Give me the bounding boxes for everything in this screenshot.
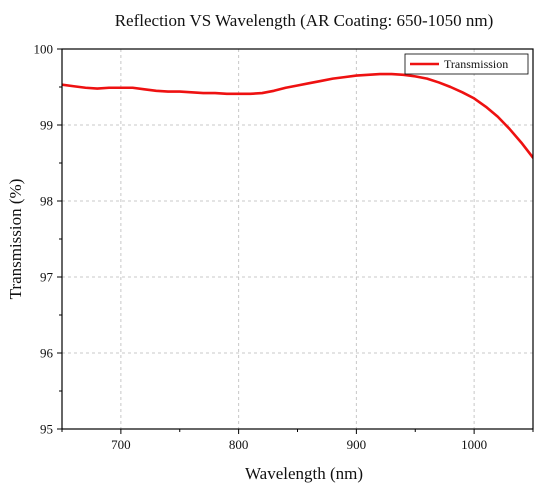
y-tick-label: 97 xyxy=(40,270,54,285)
y-axis-label: Transmission (%) xyxy=(6,179,25,300)
y-tick-label: 100 xyxy=(34,42,54,57)
x-tick-label: 800 xyxy=(229,437,249,452)
axis-ticks: 700 800 900 1000 95 96 97 98 99 100 xyxy=(34,42,534,452)
legend-box xyxy=(404,53,529,75)
series-layer xyxy=(62,72,533,159)
y-tick-label: 98 xyxy=(40,194,53,209)
x-tick-label: 900 xyxy=(347,437,367,452)
legend: Transmission xyxy=(404,53,529,75)
chart-title: Reflection VS Wavelength (AR Coating: 65… xyxy=(115,11,494,30)
gridlines xyxy=(62,49,533,429)
y-tick-label: 99 xyxy=(40,118,53,133)
y-tick-label: 96 xyxy=(40,346,54,361)
x-axis-label: Wavelength (nm) xyxy=(245,464,363,483)
x-tick-label: 700 xyxy=(111,437,131,452)
x-tick-label: 1000 xyxy=(461,437,487,452)
plot-frame xyxy=(61,48,534,430)
legend-label: Transmission xyxy=(444,57,508,71)
transmission-line xyxy=(62,72,533,159)
y-tick-label: 95 xyxy=(40,422,53,437)
